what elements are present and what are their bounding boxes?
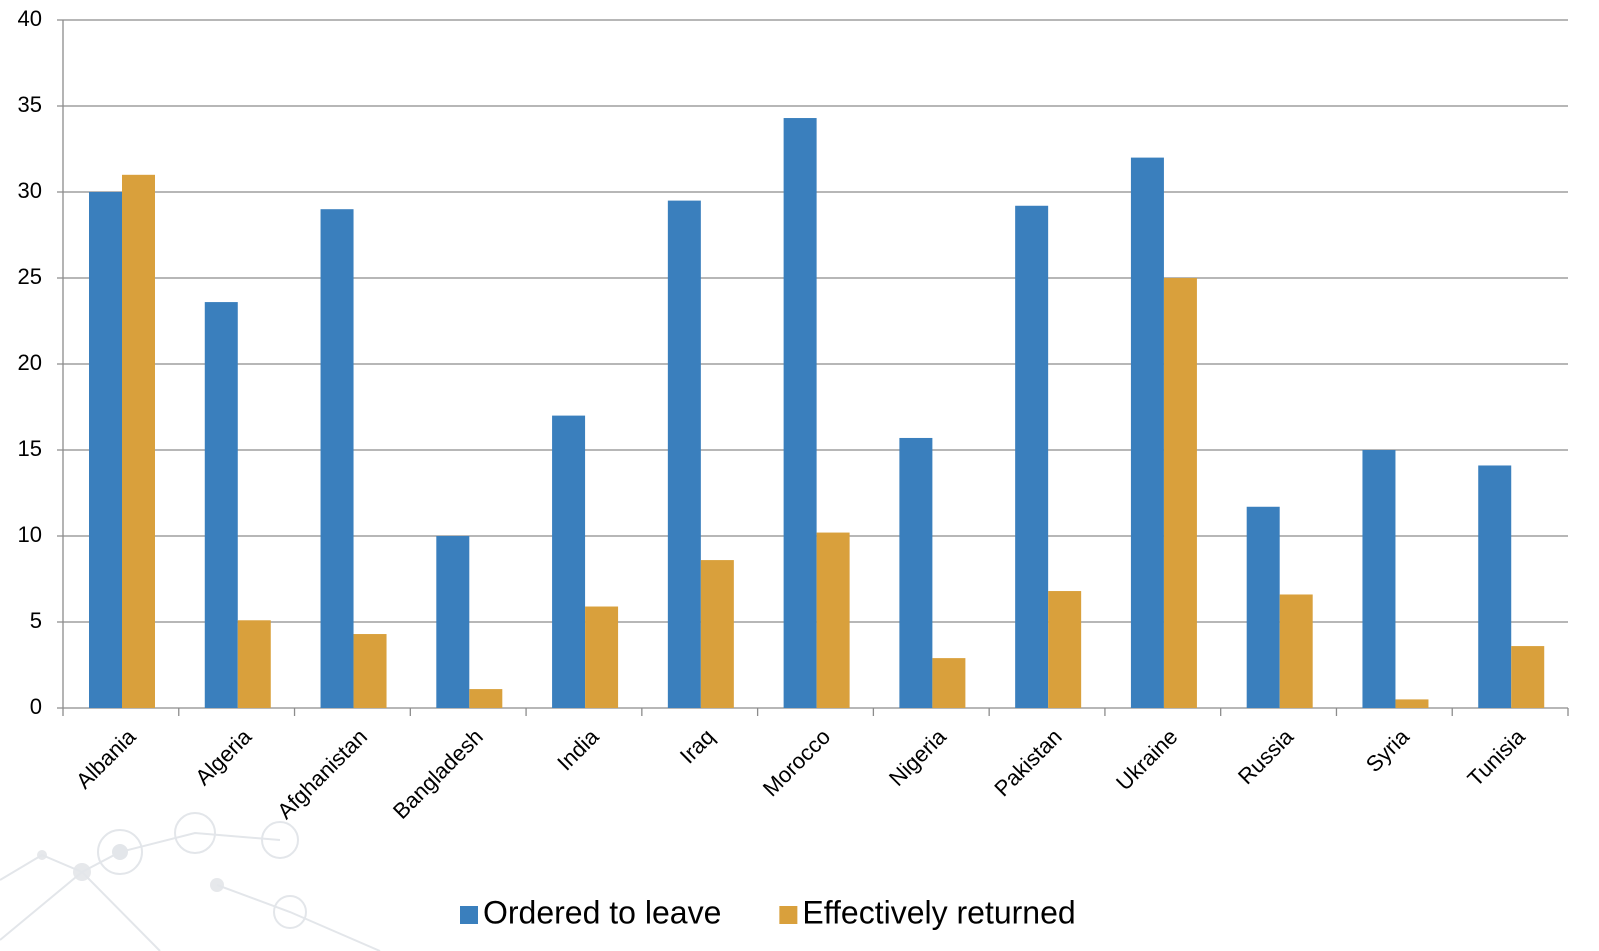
x-tick-label: Morocco — [758, 724, 835, 801]
x-tick-label: Afghanistan — [272, 724, 372, 824]
bar — [237, 620, 271, 708]
x-tick-label: India — [552, 723, 604, 775]
bar — [700, 560, 734, 708]
x-tick-label: Albania — [71, 723, 141, 793]
x-tick-label: Pakistan — [989, 724, 1066, 801]
bar — [204, 302, 238, 708]
y-tick-label: 40 — [18, 6, 42, 31]
x-tick-label: Nigeria — [884, 723, 952, 791]
bar — [436, 536, 470, 708]
y-tick-label: 15 — [18, 436, 42, 461]
bar — [1395, 699, 1429, 708]
bar — [1163, 278, 1197, 708]
bar — [1246, 506, 1280, 708]
x-tick-label: Syria — [1361, 723, 1415, 777]
y-tick-label: 10 — [18, 522, 42, 547]
x-tick-label: Russia — [1233, 723, 1299, 789]
bar — [783, 118, 817, 709]
legend-swatch — [460, 906, 478, 924]
y-tick-label: 20 — [18, 350, 42, 375]
bar — [552, 415, 586, 708]
bar — [816, 532, 850, 708]
legend-swatch — [779, 906, 798, 924]
bar — [1362, 450, 1396, 708]
bar — [353, 634, 387, 708]
y-tick-label: 30 — [18, 178, 42, 203]
bar — [932, 658, 966, 708]
legend-label: Ordered to leave — [483, 894, 721, 930]
x-tick-label: Iraq — [675, 724, 719, 768]
bar — [122, 174, 155, 709]
y-tick-label: 0 — [30, 694, 42, 719]
bar — [1511, 646, 1545, 708]
y-tick-label: 25 — [18, 264, 42, 289]
bar — [1130, 157, 1164, 709]
bar — [1279, 594, 1313, 708]
bar — [1015, 205, 1049, 708]
bar — [585, 606, 619, 708]
x-tick-label: Bangladesh — [388, 724, 488, 824]
bar — [469, 689, 503, 708]
bar — [89, 192, 122, 708]
background-decoration — [0, 812, 381, 951]
bar — [1048, 591, 1082, 708]
y-tick-label: 35 — [18, 92, 42, 117]
bar — [667, 200, 701, 708]
y-tick-label: 5 — [30, 608, 42, 633]
bar — [899, 437, 933, 708]
bar — [320, 209, 354, 708]
bar — [1478, 465, 1512, 708]
x-tick-label: Ukraine — [1111, 724, 1182, 795]
x-tick-label: Algeria — [190, 723, 257, 790]
legend-label: Effectively returned — [802, 894, 1075, 930]
x-tick-label: Tunisia — [1463, 723, 1531, 791]
